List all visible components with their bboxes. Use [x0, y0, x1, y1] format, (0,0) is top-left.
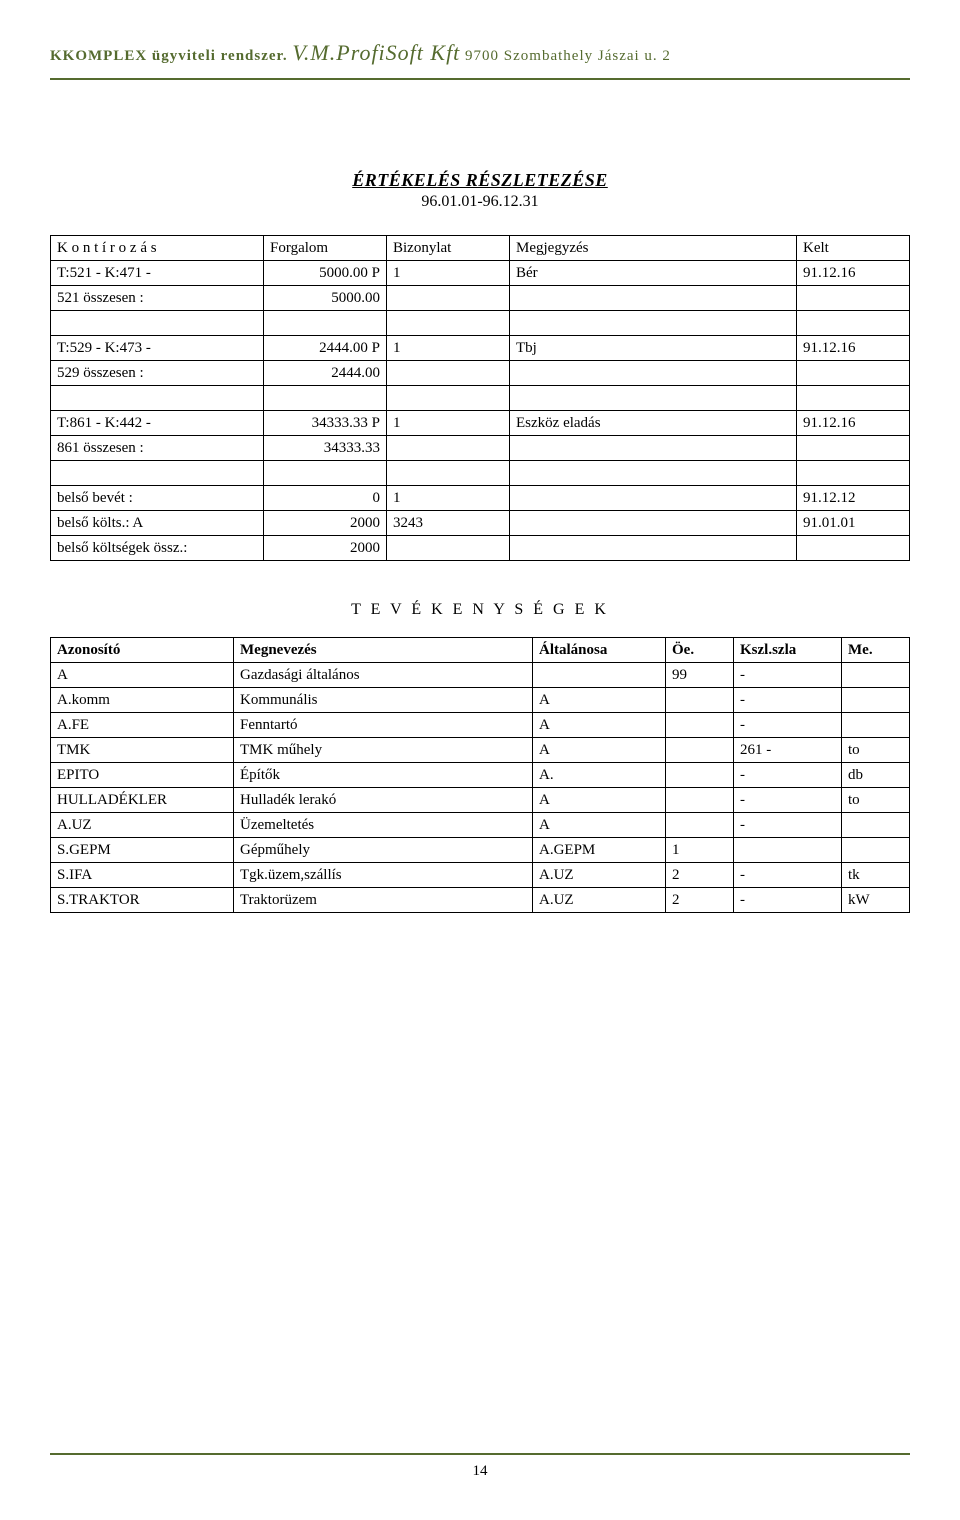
page-title: ÉRTÉKELÉS RÉSZLETEZÉSE [50, 170, 910, 191]
table-row: TMKTMK műhelyA261 -to [51, 738, 910, 763]
table-row: 861 összesen : 34333.33 [51, 436, 910, 461]
company-name: V.M.ProfiSoft Kft [292, 40, 460, 65]
col-kontirozas: K o n t í r o z á s [51, 236, 264, 261]
activities-table: Azonosító Megnevezés Általánosa Öe. Kszl… [50, 637, 910, 913]
table-row: A.UZÜzemeltetésA- [51, 813, 910, 838]
table-row: S.TRAKTORTraktorüzemA.UZ2-kW [51, 888, 910, 913]
title-block: ÉRTÉKELÉS RÉSZLETEZÉSE 96.01.01-96.12.31 [50, 170, 910, 211]
page-header: KKOMPLEX ügyviteli rendszer. V.M.ProfiSo… [50, 40, 910, 80]
col-megnevezes: Megnevezés [234, 638, 533, 663]
table-row: T:521 - K:471 - 5000.00 P 1 Bér 91.12.16 [51, 261, 910, 286]
col-kelt: Kelt [797, 236, 910, 261]
col-altalanosa: Általánosa [533, 638, 666, 663]
col-bizonylat: Bizonylat [387, 236, 510, 261]
table-row: EPITOÉpítőkA.-db [51, 763, 910, 788]
table-row: belső bevét : 0 1 91.12.12 [51, 486, 910, 511]
col-me: Me. [842, 638, 910, 663]
table-header-row: Azonosító Megnevezés Általánosa Öe. Kszl… [51, 638, 910, 663]
table-empty-row [51, 311, 910, 336]
table-empty-row [51, 386, 910, 411]
page-footer: 14 [50, 1453, 910, 1480]
table-row: belső költs.: A 2000 3243 91.01.01 [51, 511, 910, 536]
table-row: T:529 - K:473 - 2444.00 P 1 Tbj 91.12.16 [51, 336, 910, 361]
table-row: belső költségek össz.: 2000 [51, 536, 910, 561]
col-azonosito: Azonosító [51, 638, 234, 663]
col-kszl: Kszl.szla [734, 638, 842, 663]
table-row: A.kommKommunálisA- [51, 688, 910, 713]
table-row: A.FEFenntartóA- [51, 713, 910, 738]
table-header-row: K o n t í r o z á s Forgalom Bizonylat M… [51, 236, 910, 261]
evaluation-table: K o n t í r o z á s Forgalom Bizonylat M… [50, 235, 910, 561]
table-row: HULLADÉKLERHulladék lerakóA-to [51, 788, 910, 813]
col-oe: Öe. [666, 638, 734, 663]
page-number: 14 [473, 1463, 488, 1479]
table-row: S.IFATgk.üzem,szállísA.UZ2-tk [51, 863, 910, 888]
table-row: T:861 - K:442 - 34333.33 P 1 Eszköz elad… [51, 411, 910, 436]
table-row: S.GEPMGépműhelyA.GEPM1 [51, 838, 910, 863]
section-title: T E V É K E N Y S É G E K [50, 601, 910, 619]
table-row: 529 összesen : 2444.00 [51, 361, 910, 386]
col-megjegyzes: Megjegyzés [510, 236, 797, 261]
date-range: 96.01.01-96.12.31 [50, 193, 910, 211]
table-row: AGazdasági általános99- [51, 663, 910, 688]
col-forgalom: Forgalom [264, 236, 387, 261]
table-row: 521 összesen : 5000.00 [51, 286, 910, 311]
company-address: 9700 Szombathely Jászai u. 2 [465, 48, 671, 64]
table-empty-row [51, 461, 910, 486]
brand-text: KKOMPLEX ügyviteli rendszer. [50, 48, 288, 64]
